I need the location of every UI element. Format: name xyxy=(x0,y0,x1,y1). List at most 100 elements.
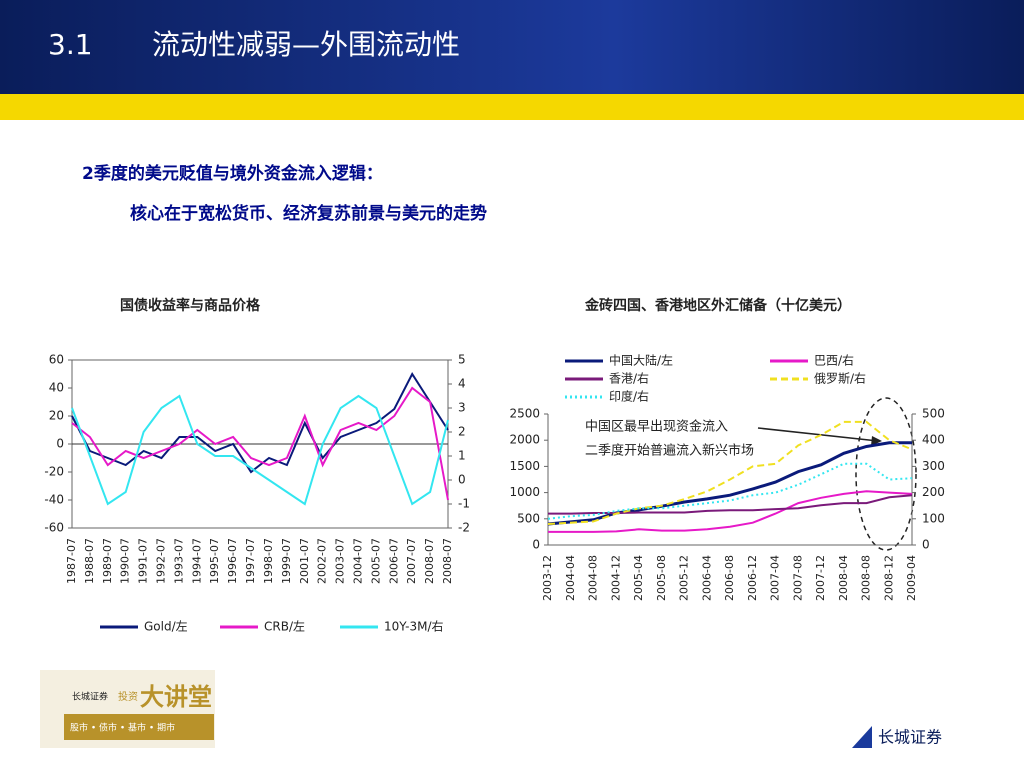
slide-title: 流动性减弱—外围流动性 xyxy=(152,28,460,61)
y2-tick-label: 3 xyxy=(458,401,466,415)
y2-tick-label: 0 xyxy=(458,473,466,487)
x-tick-label: 1989-07 xyxy=(101,538,114,584)
x-tick-label: 1993-07 xyxy=(172,538,185,584)
x-tick-label: 2004-12 xyxy=(609,555,622,601)
y-tick-label: 60 xyxy=(49,353,64,367)
y-tick-label: 2500 xyxy=(509,407,540,421)
brand-name: 长城证券 xyxy=(878,728,942,747)
y2-tick-label: 0 xyxy=(922,538,930,552)
y2-tick-label: 1 xyxy=(458,449,466,463)
legend-label: Gold/左 xyxy=(144,619,188,634)
x-tick-label: 1994-07 xyxy=(190,538,203,584)
annotation: 二季度开始普遍流入新兴市场 xyxy=(585,443,754,459)
x-tick-label: 2005-07 xyxy=(369,538,382,584)
x-tick-label: 2007-08 xyxy=(791,555,804,601)
x-tick-label: 2005-12 xyxy=(678,555,691,601)
x-tick-label: 1997-07 xyxy=(244,538,257,584)
y-tick-label: 40 xyxy=(49,381,64,395)
brand-icon xyxy=(852,726,872,748)
y2-tick-label: 200 xyxy=(922,485,945,499)
x-tick-label: 1998-07 xyxy=(262,538,275,584)
header-bar xyxy=(0,0,1024,94)
y-tick-label: 0 xyxy=(532,538,540,552)
logo-tag: 投资 xyxy=(118,690,138,703)
logo-big: 大讲堂 xyxy=(140,683,212,711)
x-tick-label: 2009-04 xyxy=(905,555,918,601)
x-tick-label: 2003-07 xyxy=(334,538,347,584)
y-tick-label: 500 xyxy=(517,511,540,525)
chart-title: 金砖四国、香港地区外汇储备（十亿美元） xyxy=(584,297,851,314)
x-tick-label: 2004-08 xyxy=(587,555,600,601)
series-line xyxy=(548,490,913,533)
y-tick-label: 0 xyxy=(56,437,64,451)
x-tick-label: 1995-07 xyxy=(208,538,221,584)
x-tick-label: 2006-08 xyxy=(723,555,736,601)
logo-left: 长城证券 投资 大讲堂 股市 • 债市 • 基市 • 期市 xyxy=(40,670,215,748)
x-tick-label: 2007-12 xyxy=(814,555,827,601)
annotation-arrow xyxy=(757,427,879,442)
sub-text: 核心在于宽松货币、经济复苏前景与美元的走势 xyxy=(130,203,487,224)
y2-tick-label: 5 xyxy=(458,353,466,367)
legend-label: 香港/右 xyxy=(609,371,649,386)
y2-tick-label: 100 xyxy=(922,511,945,525)
y-tick-label: -20 xyxy=(44,465,64,479)
point-text: 2季度的美元贬值与境外资金流入逻辑： xyxy=(82,163,383,184)
y-tick-label: 1500 xyxy=(509,459,540,473)
y2-tick-label: -1 xyxy=(458,497,470,511)
x-tick-label: 2008-08 xyxy=(860,555,873,601)
x-tick-label: 2006-07 xyxy=(387,538,400,584)
x-tick-label: 1999-07 xyxy=(280,538,293,584)
chart-title: 国债收益率与商品价格 xyxy=(120,297,261,314)
y-tick-label: 20 xyxy=(49,409,64,423)
x-tick-label: 2006-12 xyxy=(746,555,759,601)
y2-tick-label: 500 xyxy=(922,407,945,421)
x-tick-label: 2008-07 xyxy=(441,538,454,584)
legend-label: 俄罗斯/右 xyxy=(814,371,866,386)
series-line xyxy=(547,462,913,520)
y2-tick-label: 4 xyxy=(458,377,466,391)
x-tick-label: 2005-08 xyxy=(655,555,668,601)
logo-strip xyxy=(64,714,214,740)
legend-label: 中国大陆/左 xyxy=(609,353,673,368)
series-line xyxy=(71,394,449,506)
y-tick-label: -40 xyxy=(44,493,64,507)
y-tick-label: -60 xyxy=(44,521,64,535)
x-tick-label: 2004-04 xyxy=(564,555,577,601)
y-tick-label: 1000 xyxy=(509,485,540,499)
series-line xyxy=(548,494,913,515)
legend-label: 巴西/右 xyxy=(814,353,854,368)
section-number: 3.1 xyxy=(48,28,93,61)
y-tick-label: 2000 xyxy=(509,433,540,447)
x-tick-label: 2004-07 xyxy=(351,538,364,584)
y2-tick-label: -2 xyxy=(458,521,470,535)
series-line xyxy=(71,386,449,501)
logo-line: 股市 • 债市 • 基市 • 期市 xyxy=(70,722,175,734)
legend-label: CRB/左 xyxy=(264,619,305,634)
y2-tick-label: 2 xyxy=(458,425,466,439)
x-tick-label: 2008-07 xyxy=(423,538,436,584)
x-tick-label: 1996-07 xyxy=(226,538,239,584)
x-tick-label: 1990-07 xyxy=(119,538,132,584)
arrow-head xyxy=(871,436,882,446)
x-tick-label: 1987-07 xyxy=(65,538,78,584)
y2-tick-label: 300 xyxy=(922,459,945,473)
series-line xyxy=(71,371,449,474)
x-tick-label: 1992-07 xyxy=(155,538,168,584)
yellow-band xyxy=(0,94,1024,120)
x-tick-label: 1988-07 xyxy=(83,538,96,584)
x-tick-label: 2007-04 xyxy=(769,555,782,601)
x-tick-label: 2001-07 xyxy=(298,538,311,584)
y2-tick-label: 400 xyxy=(922,433,945,447)
x-tick-label: 1991-07 xyxy=(137,538,150,584)
x-tick-label: 2006-04 xyxy=(700,555,713,601)
logo-small: 长城证券 xyxy=(72,691,108,703)
legend-label: 10Y-3M/右 xyxy=(384,619,444,634)
highlight-ellipse xyxy=(855,397,917,551)
annotation: 中国区最早出现资金流入 xyxy=(585,419,728,435)
x-tick-label: 2007-07 xyxy=(405,538,418,584)
x-tick-label: 2008-12 xyxy=(882,555,895,601)
legend-label: 印度/右 xyxy=(609,389,649,404)
x-tick-label: 2002-07 xyxy=(316,538,329,584)
x-tick-label: 2003-12 xyxy=(541,555,554,601)
x-tick-label: 2008-04 xyxy=(837,555,850,601)
